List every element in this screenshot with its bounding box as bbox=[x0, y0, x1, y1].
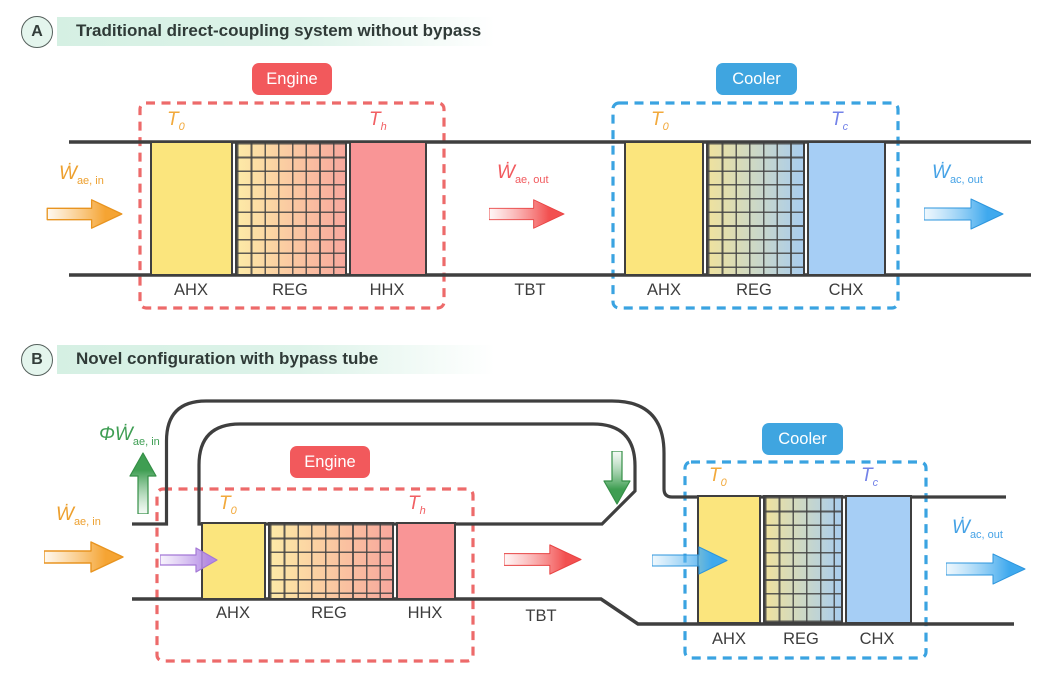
work-out-a-arrow bbox=[924, 198, 1004, 230]
work-symbol: Ẇ bbox=[932, 162, 950, 183]
engine-a-temp-hot: Th bbox=[369, 109, 387, 133]
temp-symbol: T bbox=[651, 109, 663, 130]
engine-a-reg-label: REG bbox=[272, 281, 308, 299]
engine-a-hhx-block bbox=[349, 141, 427, 276]
temp-subscript: c bbox=[842, 121, 849, 133]
tbt-b-label: TBT bbox=[525, 607, 557, 625]
engine-b-temp-hot: Th bbox=[408, 493, 426, 517]
engine-a-ahx-label: AHX bbox=[174, 281, 208, 299]
work-subscript: ae, in bbox=[73, 516, 101, 528]
engine-b-reg-block bbox=[268, 522, 394, 600]
work-symbol: Ẇ bbox=[952, 517, 970, 538]
work-subscript: ae, in bbox=[132, 436, 160, 448]
work-symbol: Ẇ bbox=[497, 162, 515, 183]
cooler-a-temp-cold: Tc bbox=[831, 109, 848, 133]
work-symbol: Ẇ bbox=[59, 163, 77, 184]
cooler-a-badge-label: Cooler bbox=[732, 69, 781, 88]
coupling-purple-arrow bbox=[160, 547, 218, 573]
work-out-b-label: Ẇac, out bbox=[952, 517, 1003, 541]
cooler-b-reg-block bbox=[763, 495, 843, 624]
engine-a-dashed-box bbox=[138, 101, 446, 310]
engine-b-hhx-block bbox=[396, 522, 456, 600]
cooler-a-ahx-block bbox=[624, 141, 704, 276]
engine-b-reg-label: REG bbox=[311, 604, 347, 622]
temp-symbol: T bbox=[219, 493, 231, 514]
work-out-a-label: Ẇac, out bbox=[932, 162, 983, 186]
temp-symbol: T bbox=[861, 465, 873, 486]
temp-subscript: h bbox=[380, 121, 387, 133]
temp-symbol: T bbox=[831, 109, 843, 130]
work-symbol: ΦẆ bbox=[99, 424, 133, 445]
temp-symbol: T bbox=[709, 465, 721, 486]
cooler-a-reg-label: REG bbox=[736, 281, 772, 299]
engine-a-badge-label: Engine bbox=[266, 69, 318, 88]
engine-a-ahx-block bbox=[150, 141, 233, 276]
panel-a-badge: A bbox=[21, 16, 53, 48]
temp-symbol: T bbox=[408, 493, 420, 514]
engine-b-badge-label: Engine bbox=[304, 452, 356, 471]
cooler-b-badge: Cooler bbox=[762, 423, 843, 455]
cooler-a-chx-block bbox=[807, 141, 886, 276]
cooler-a-badge: Cooler bbox=[716, 63, 797, 95]
panel-a-title-highlight bbox=[57, 17, 495, 46]
cooler-a-chx-label: CHX bbox=[828, 281, 864, 299]
temp-subscript: h bbox=[419, 505, 426, 517]
temp-subscript: 0 bbox=[178, 121, 185, 133]
work-subscript: ae, out bbox=[514, 174, 549, 186]
temp-subscript: c bbox=[872, 477, 879, 489]
cooler-b-badge-label: Cooler bbox=[778, 429, 827, 448]
work-subscript: ac, out bbox=[949, 174, 983, 186]
work-subscript: ae, in bbox=[76, 175, 104, 187]
panel-b-title-highlight bbox=[57, 345, 495, 374]
temp-symbol: T bbox=[369, 109, 381, 130]
engine-a-temp-ambient: T0 bbox=[167, 109, 185, 133]
cooler-b-chx-block bbox=[845, 495, 912, 624]
engine-b-badge: Engine bbox=[290, 446, 370, 478]
work-in-a-label: Ẇae, in bbox=[59, 163, 104, 187]
work-out-b-arrow bbox=[946, 553, 1026, 585]
cooler-b-chx-label: CHX bbox=[859, 630, 895, 648]
engine-b-dashed-box bbox=[155, 487, 475, 663]
work-in-b-label: Ẇae, in bbox=[56, 504, 101, 528]
bypass-work-up-arrow bbox=[129, 452, 157, 514]
work-subscript: ac, out bbox=[969, 529, 1003, 541]
temp-symbol: T bbox=[167, 109, 179, 130]
engine-a-badge: Engine bbox=[252, 63, 332, 95]
cooler-b-reg-label: REG bbox=[783, 630, 819, 648]
bypass-inner-wall bbox=[197, 422, 637, 526]
work-mid-a-label: Ẇae, out bbox=[497, 162, 549, 186]
engine-a-hhx-label: HHX bbox=[369, 281, 405, 299]
engine-b-ahx-label: AHX bbox=[216, 604, 250, 622]
panel-a-badge-letter: A bbox=[31, 23, 43, 40]
work-symbol: Ẇ bbox=[56, 504, 74, 525]
temp-subscript: 0 bbox=[720, 477, 727, 489]
temp-subscript: 0 bbox=[662, 121, 669, 133]
bypass-outer-wall bbox=[132, 399, 1006, 526]
engine-a-reg-block bbox=[235, 141, 347, 276]
tbt-a-label: TBT bbox=[514, 281, 546, 299]
cooler-in-blue-arrow bbox=[652, 546, 728, 575]
engine-b-hhx-label: HHX bbox=[407, 604, 443, 622]
cooler-a-temp-ambient: T0 bbox=[651, 109, 669, 133]
panel-b-badge: B bbox=[21, 344, 53, 376]
bypass-work-down-arrow bbox=[603, 451, 631, 505]
cooler-a-ahx-label: AHX bbox=[647, 281, 681, 299]
panel-b-badge-letter: B bbox=[31, 351, 43, 368]
work-mid-b-arrow bbox=[504, 544, 582, 575]
cooler-b-temp-ambient: T0 bbox=[709, 465, 727, 489]
cooler-b-temp-cold: Tc bbox=[861, 465, 878, 489]
bypass-work-label: ΦẆae, in bbox=[99, 424, 160, 448]
engine-b-temp-ambient: T0 bbox=[219, 493, 237, 517]
panel-b-title: Novel configuration with bypass tube bbox=[76, 349, 379, 368]
panel-a-title: Traditional direct-coupling system witho… bbox=[76, 21, 482, 40]
temp-subscript: 0 bbox=[230, 505, 237, 517]
work-mid-a-arrow bbox=[489, 199, 565, 229]
cooler-a-dashed-box bbox=[611, 101, 900, 310]
work-in-a-arrow bbox=[46, 199, 123, 229]
work-in-b-arrow bbox=[44, 541, 124, 573]
cooler-b-ahx-label: AHX bbox=[712, 630, 746, 648]
cooler-a-reg-block bbox=[706, 141, 805, 276]
